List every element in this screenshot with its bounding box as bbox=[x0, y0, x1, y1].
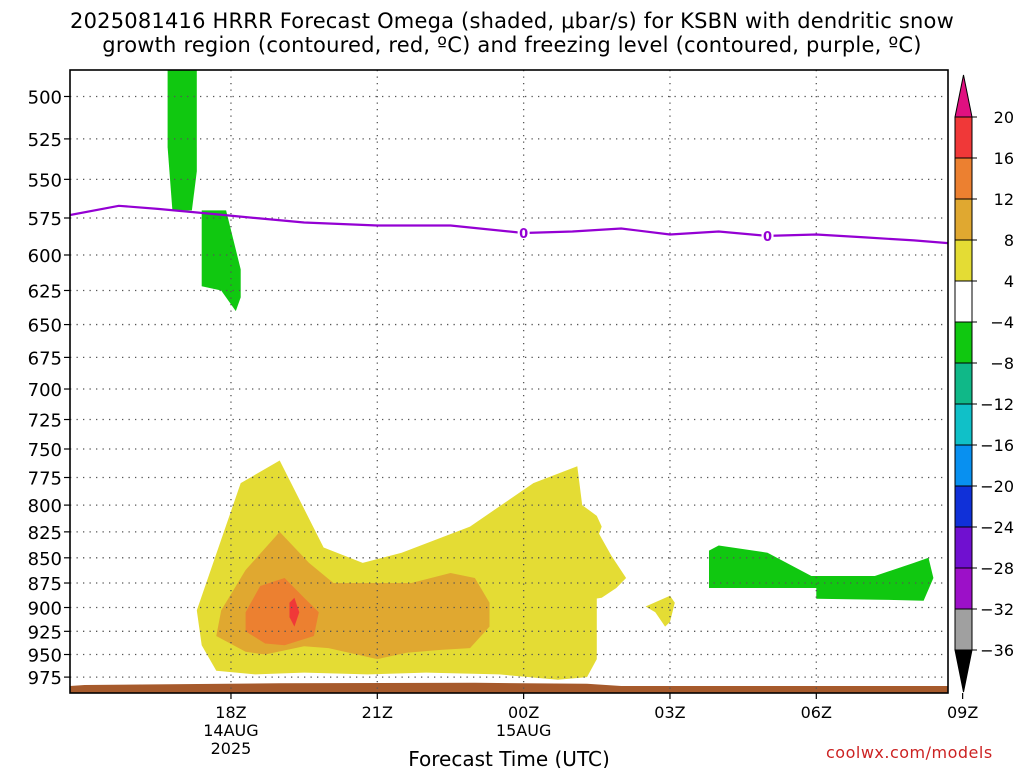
y-tick-label-825: 825 bbox=[28, 523, 62, 544]
colorbar-label--8: −8 bbox=[990, 354, 1014, 373]
contour-label-bg bbox=[517, 224, 530, 239]
y-tick-label-650: 650 bbox=[28, 316, 62, 337]
x-tick-label-21Z: 21Z bbox=[362, 703, 393, 722]
y-tick-label-850: 850 bbox=[28, 549, 62, 570]
y-tick-label-800: 800 bbox=[28, 496, 62, 517]
colorbar-legend: 20 16 12 8 4 −4 −8 −12 −16 −20 −24 −28 −32 −36 bbox=[954, 74, 1014, 693]
y-tick-label-925: 925 bbox=[28, 622, 62, 643]
y-tick-label-600: 600 bbox=[28, 246, 62, 267]
freezing-level-line bbox=[70, 204, 948, 245]
colorbar-label--12: −12 bbox=[980, 395, 1014, 414]
contour-label-bg bbox=[761, 227, 774, 242]
colorbar-label-8: 8 bbox=[1004, 231, 1014, 250]
freezing-level-label: 0 bbox=[519, 227, 528, 242]
omega-region-6 bbox=[167, 70, 197, 211]
y-tick-label-950: 950 bbox=[28, 646, 62, 667]
colorbar-label-20: 20 bbox=[994, 108, 1014, 127]
x-tick-year: 2025 bbox=[211, 739, 252, 758]
colorbar-box-9 bbox=[954, 485, 973, 528]
pressure-axis: 500 525 550 575 600 625 650 675 700 725 750 775 800 8… bbox=[28, 87, 70, 689]
omega-region-3 bbox=[289, 597, 300, 627]
colorbar-label--4: −4 bbox=[990, 313, 1014, 332]
colorbar-label-16: 16 bbox=[994, 149, 1014, 168]
x-tick-date: 14AUG bbox=[203, 721, 258, 740]
colorbar-box-1 bbox=[954, 157, 973, 200]
y-tick-label-900: 900 bbox=[28, 599, 62, 620]
chart-title-line2: growth region (contoured, red, ºC) and f… bbox=[102, 33, 922, 57]
x-tick-label-18Z: 18Z bbox=[215, 703, 246, 722]
colorbar-label-4: 4 bbox=[1004, 272, 1014, 291]
colorbar-box-5 bbox=[954, 321, 973, 364]
colorbar-box-3 bbox=[954, 239, 973, 282]
y-tick-label-625: 625 bbox=[28, 281, 62, 302]
colorbar-box-4 bbox=[954, 280, 973, 323]
colorbar-label--20: −20 bbox=[980, 477, 1014, 496]
colorbar-box-6 bbox=[954, 362, 973, 405]
x-tick-date: 15AUG bbox=[496, 721, 551, 740]
y-tick-label-500: 500 bbox=[28, 87, 62, 108]
omega-region-4 bbox=[548, 513, 627, 601]
colorbar-box-11 bbox=[954, 567, 973, 610]
x-tick-label-03Z: 03Z bbox=[654, 703, 685, 722]
x-axis-title: Forecast Time (UTC) bbox=[408, 747, 610, 768]
omega-region-2 bbox=[245, 578, 319, 646]
colorbar-box-7 bbox=[954, 403, 973, 446]
colorbar-label--16: −16 bbox=[980, 436, 1014, 455]
y-tick-label-775: 775 bbox=[28, 469, 62, 490]
terrain-band bbox=[70, 682, 948, 693]
x-tick-label-06Z: 06Z bbox=[801, 703, 832, 722]
y-tick-label-575: 575 bbox=[28, 209, 62, 230]
website-credit: coolwx.com/models bbox=[826, 743, 993, 762]
omega-shaded-regions bbox=[167, 70, 934, 680]
colorbar-label--32: −32 bbox=[980, 600, 1014, 619]
y-tick-label-875: 875 bbox=[28, 574, 62, 595]
colorbar-label--24: −24 bbox=[980, 518, 1014, 537]
y-tick-label-525: 525 bbox=[28, 130, 62, 151]
colorbar-label--36: −36 bbox=[980, 641, 1014, 660]
x-tick-label-00Z: 00Z bbox=[508, 703, 539, 722]
colorbar-top-triangle bbox=[954, 74, 973, 118]
colorbar-bottom-triangle bbox=[954, 649, 973, 693]
colorbar-box-12 bbox=[954, 608, 973, 651]
freezing-level-label: 0 bbox=[763, 230, 772, 245]
chart-title-line1: 2025081416 HRRR Forecast Omega (shaded, … bbox=[70, 9, 954, 33]
colorbar-box-8 bbox=[954, 444, 973, 487]
colorbar-label-12: 12 bbox=[994, 190, 1014, 209]
omega-region-5 bbox=[645, 595, 675, 627]
omega-region-7 bbox=[201, 210, 241, 312]
y-tick-label-700: 700 bbox=[28, 380, 62, 401]
colorbar-box-10 bbox=[954, 526, 973, 569]
colorbar-box-0 bbox=[954, 116, 973, 159]
terrain-surface-band bbox=[70, 682, 948, 693]
colorbar-label--28: −28 bbox=[980, 559, 1014, 578]
y-tick-label-675: 675 bbox=[28, 348, 62, 369]
y-tick-label-975: 975 bbox=[28, 668, 62, 689]
y-tick-label-750: 750 bbox=[28, 440, 62, 461]
y-tick-label-725: 725 bbox=[28, 411, 62, 432]
y-tick-label-550: 550 bbox=[28, 170, 62, 191]
plot-frame bbox=[69, 69, 949, 694]
x-tick-label-09Z: 09Z bbox=[947, 703, 978, 722]
colorbar-box-2 bbox=[954, 198, 973, 241]
omega-region-8 bbox=[709, 545, 934, 601]
